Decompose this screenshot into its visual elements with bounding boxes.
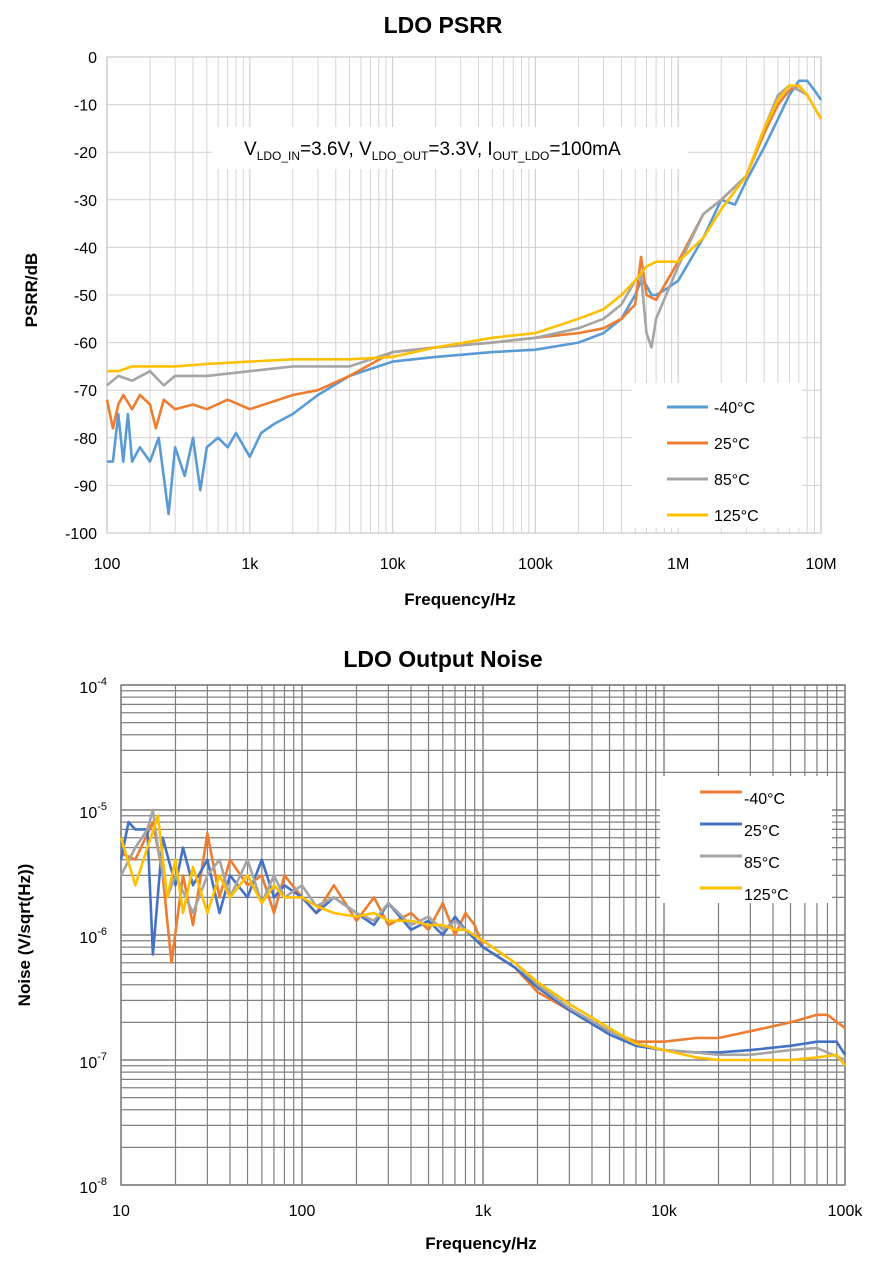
noise-x-tick-label: 10 — [112, 1203, 130, 1220]
noise-y-tick-exponent: -6 — [97, 926, 107, 938]
psrr-condition-part: =3.6V, V — [300, 139, 372, 160]
psrr-series-line-3 — [107, 84, 823, 373]
noise-plot-frame — [120, 684, 846, 1186]
psrr-plot-frame — [106, 56, 822, 534]
noise-series-line-0 — [120, 820, 846, 1043]
psrr-y-tick-label: -30 — [74, 193, 97, 210]
noise-y-tick-label: 10-4 — [79, 676, 107, 697]
noise-legend-box — [660, 776, 832, 903]
noise-legend-label-1: 25°C — [744, 823, 780, 840]
psrr-x-tick-label: 1k — [241, 556, 259, 573]
noise-y-tick-exponent: -5 — [97, 801, 107, 813]
psrr-condition-part: =100mA — [549, 139, 621, 160]
noise-chart-title: LDO Output Noise — [343, 646, 543, 672]
noise-x-tick-label: 10k — [651, 1203, 678, 1220]
psrr-y-tick-label: -90 — [74, 478, 97, 495]
noise-y-tick-label: 10-5 — [79, 801, 107, 822]
psrr-y-tick-label: -100 — [65, 526, 97, 543]
noise-y-tick-label: 10-7 — [79, 1051, 107, 1072]
noise-legend-label-2: 85°C — [744, 855, 780, 872]
psrr-x-axis-title: Frequency/Hz — [404, 590, 516, 609]
psrr-series-line-0 — [107, 79, 823, 516]
psrr-x-tick-label: 100 — [94, 556, 121, 573]
psrr-x-tick-label: 10M — [805, 556, 836, 573]
psrr-x-tick-label: 10k — [380, 556, 407, 573]
psrr-annotation-box — [212, 127, 688, 169]
psrr-y-tick-label: 0 — [88, 50, 97, 67]
psrr-test-conditions: VLDO_IN=3.6V, VLDO_OUT=3.3V, IOUT_LDO=10… — [244, 139, 621, 163]
noise-y-tick-label: 10-6 — [79, 926, 107, 947]
psrr-y-tick-label: -40 — [74, 240, 97, 257]
psrr-condition-part: LDO_OUT — [372, 149, 429, 163]
psrr-chart-title: LDO PSRR — [383, 12, 503, 38]
noise-x-tick-label: 1k — [475, 1203, 493, 1220]
noise-x-axis-title: Frequency/Hz — [425, 1234, 537, 1253]
noise-legend-label-0: -40°C — [744, 791, 785, 808]
noise-y-tick-base: 10 — [79, 805, 97, 822]
psrr-condition-part: =3.3V, I — [428, 139, 492, 160]
psrr-y-tick-label: -60 — [74, 336, 97, 353]
psrr-y-tick-label: -50 — [74, 288, 97, 305]
noise-y-tick-base: 10 — [79, 680, 97, 697]
psrr-x-tick-label: 1M — [667, 556, 689, 573]
noise-x-tick-label: 100 — [289, 1203, 316, 1220]
psrr-legend-box — [632, 383, 802, 528]
psrr-x-tick-label: 100k — [518, 556, 554, 573]
noise-y-tick-base: 10 — [79, 1180, 97, 1197]
psrr-legend-label-1: 25°C — [714, 436, 750, 453]
psrr-condition-part: OUT_LDO — [493, 149, 550, 163]
psrr-legend-label-0: -40°C — [714, 400, 755, 417]
noise-legend-label-3: 125°C — [744, 887, 789, 904]
psrr-condition-part: V — [244, 139, 257, 160]
psrr-legend-label-3: 125°C — [714, 508, 759, 525]
psrr-y-tick-label: -80 — [74, 431, 97, 448]
noise-y-tick-label: 10-8 — [79, 1176, 107, 1197]
noise-series-line-3 — [119, 814, 847, 1067]
psrr-y-tick-label: -10 — [74, 98, 97, 115]
noise-y-tick-exponent: -8 — [97, 1176, 107, 1188]
psrr-y-tick-label: -70 — [74, 383, 97, 400]
noise-y-tick-base: 10 — [79, 1055, 97, 1072]
noise-y-tick-base: 10 — [79, 930, 97, 947]
noise-x-tick-label: 100k — [828, 1203, 864, 1220]
psrr-y-tick-label: -20 — [74, 145, 97, 162]
noise-y-tick-exponent: -4 — [97, 676, 107, 688]
psrr-legend-label-2: 85°C — [714, 472, 750, 489]
noise-y-tick-exponent: -7 — [97, 1051, 107, 1063]
psrr-condition-part: LDO_IN — [257, 149, 300, 163]
